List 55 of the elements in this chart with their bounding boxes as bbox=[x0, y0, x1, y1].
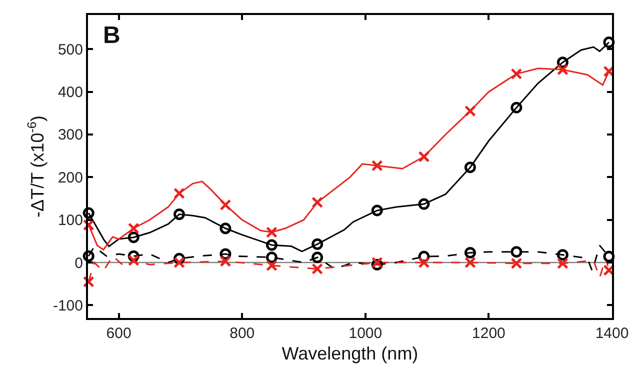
x-tick-label: 1400 bbox=[595, 325, 629, 342]
point bbox=[173, 256, 185, 268]
point bbox=[266, 252, 278, 264]
point bbox=[128, 222, 140, 234]
point bbox=[556, 258, 568, 270]
point bbox=[464, 162, 476, 174]
point bbox=[82, 276, 94, 288]
y-tick-label: 100 bbox=[58, 212, 83, 230]
point bbox=[418, 198, 430, 210]
y-tick-label: 500 bbox=[58, 41, 83, 58]
point bbox=[220, 222, 232, 234]
x-tick-label: 800 bbox=[230, 325, 255, 342]
point bbox=[510, 246, 522, 258]
point bbox=[603, 250, 615, 262]
point bbox=[220, 255, 232, 267]
point bbox=[464, 246, 476, 258]
point bbox=[128, 232, 140, 244]
point bbox=[464, 105, 476, 117]
point bbox=[266, 260, 278, 272]
point bbox=[312, 252, 324, 264]
y-tick-label: 400 bbox=[58, 84, 83, 102]
point bbox=[173, 188, 185, 200]
point bbox=[173, 208, 185, 220]
point bbox=[603, 36, 615, 48]
point bbox=[418, 256, 430, 268]
point bbox=[464, 256, 476, 268]
point bbox=[82, 219, 94, 231]
point bbox=[418, 150, 430, 162]
y-tick-label: 200 bbox=[58, 169, 83, 186]
point bbox=[312, 238, 324, 250]
point bbox=[266, 239, 278, 251]
x-tick-label: 1000 bbox=[348, 325, 382, 342]
point bbox=[603, 264, 615, 276]
point bbox=[510, 68, 522, 80]
y-tick-label: 0 bbox=[74, 254, 83, 272]
point bbox=[371, 160, 383, 172]
x-axis-title: Wavelength (nm) bbox=[282, 344, 418, 364]
point bbox=[312, 263, 324, 275]
point bbox=[128, 254, 140, 266]
x-tick-label: 600 bbox=[106, 325, 132, 342]
point bbox=[82, 250, 94, 262]
point bbox=[82, 207, 94, 219]
x-tick-label: 1200 bbox=[472, 325, 506, 342]
point bbox=[556, 64, 568, 76]
point bbox=[510, 102, 522, 114]
point bbox=[220, 199, 232, 211]
point bbox=[603, 66, 615, 78]
y-tick-label: 300 bbox=[58, 126, 83, 144]
point bbox=[371, 204, 383, 216]
annotation: B bbox=[103, 22, 120, 49]
point bbox=[510, 258, 522, 270]
point bbox=[266, 226, 278, 238]
point bbox=[312, 196, 324, 208]
point bbox=[556, 249, 568, 261]
y-tick-label: -100 bbox=[52, 297, 83, 314]
